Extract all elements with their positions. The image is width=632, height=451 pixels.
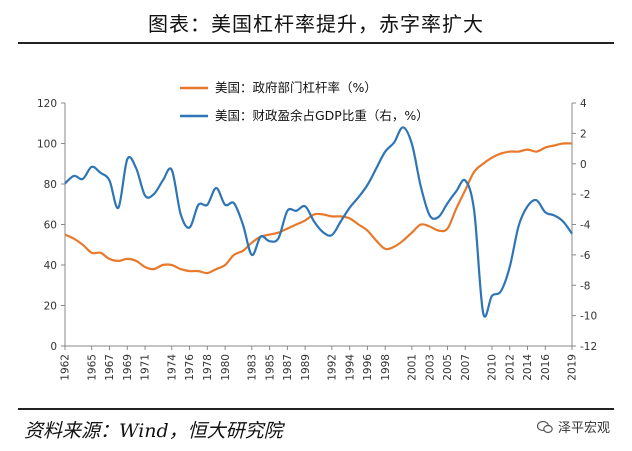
right-y-tick-label: 4 [580,98,587,110]
left-y-tick-label: 20 [44,301,57,313]
x-tick-label: 2016 [540,354,552,381]
legend-label-government-leverage: 美国：政府部门杠杆率（%） [215,80,377,95]
x-tick-label: 2003 [424,354,436,381]
left-y-tick-label: 80 [44,179,57,191]
right-y-tick-label: 2 [580,128,587,140]
x-tick-label: 1967 [104,354,116,381]
x-tick-label: 1987 [282,354,294,381]
brand-name: 泽平宏观 [557,421,610,436]
x-tick-label: 1994 [344,354,356,381]
series-layer [64,126,573,318]
x-tick-label: 1971 [140,354,152,381]
right-y-tick-label: 0 [580,159,587,171]
x-tick-label: 2001 [407,354,419,381]
left-y-tick-label: 60 [44,220,57,232]
bottom-rule [18,408,614,410]
chart-title: 图表：美国杠杆率提升，赤字率扩大 [148,12,484,36]
x-tick-label: 1980 [220,354,232,381]
source-note: 资料来源：Wind，恒大研究院 [24,420,283,442]
series-line-government-leverage [64,142,573,275]
x-tick-label: 1978 [202,354,214,381]
x-tick-label: 1974 [166,354,178,381]
x-tick-label: 2005 [442,354,454,381]
x-tick-label: 1992 [327,354,339,381]
left-y-tick-label: 40 [44,260,57,272]
x-tick-label: 2012 [504,354,516,381]
x-tick-label: 1962 [60,354,72,381]
top-rule [18,42,614,44]
axes: 0 20 40 60 80 100 120 -12 -10 -8 -6 -4 -2 0 2 4 1962 1965… [37,98,597,381]
legend: 美国：政府部门杠杆率（%） 美国：财政盈余占GDP比重（右，%） [180,80,429,123]
x-tick-label: 2007 [460,354,472,381]
x-tick-label: 1989 [300,354,312,381]
x-tick-label: 1998 [380,354,392,381]
left-y-tick-label: 100 [37,139,57,151]
series-line-fiscal-surplus [64,126,573,318]
right-y-tick-label: -8 [580,280,590,292]
left-y-tick-label: 120 [37,98,57,110]
right-y-tick-label: -12 [580,341,597,353]
x-tick-label: 1996 [362,354,374,381]
x-tick-label: 2019 [567,354,579,381]
x-tick-label: 1983 [246,354,258,381]
x-tick-label: 1965 [86,354,98,381]
right-y-tick-label: -2 [580,189,590,201]
chat-bubble-icon [536,420,553,433]
left-y-tick-label: 0 [50,341,57,353]
x-tick-label: 1969 [122,354,134,381]
x-tick-label: 2010 [487,354,499,381]
right-y-tick-label: -4 [580,220,591,232]
brand-mark: 泽平宏观 [536,417,610,436]
right-y-tick-label: -6 [580,250,591,262]
right-y-tick-label: -10 [580,311,597,323]
x-tick-label: 1985 [264,354,276,381]
x-tick-label: 1976 [184,354,196,381]
x-tick-label: 2014 [522,354,534,381]
legend-label-fiscal-surplus: 美国：财政盈余占GDP比重（右，%） [215,108,429,123]
